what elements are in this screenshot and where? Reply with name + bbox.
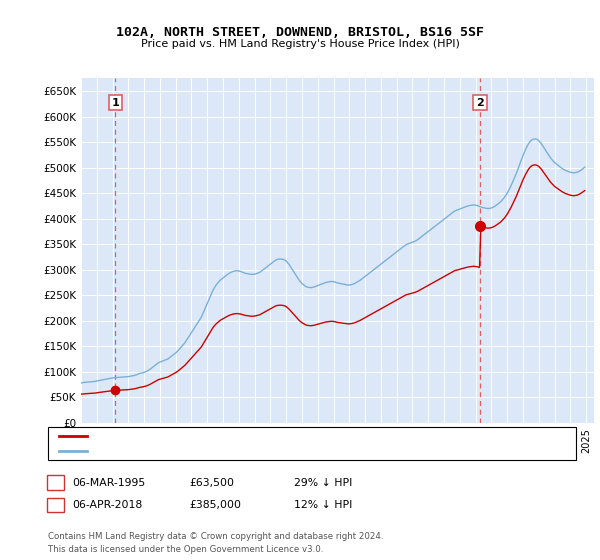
Text: HPI: Average price, detached house, South Gloucestershire: HPI: Average price, detached house, Sout… xyxy=(90,446,385,456)
Text: 102A, NORTH STREET, DOWNEND, BRISTOL, BS16 5SF: 102A, NORTH STREET, DOWNEND, BRISTOL, BS… xyxy=(116,26,484,39)
Text: 2: 2 xyxy=(476,97,484,108)
Text: 12% ↓ HPI: 12% ↓ HPI xyxy=(294,500,352,510)
Text: 06-MAR-1995: 06-MAR-1995 xyxy=(72,478,145,488)
Text: 2: 2 xyxy=(52,500,59,510)
Text: 1: 1 xyxy=(52,478,59,488)
Text: £385,000: £385,000 xyxy=(189,500,241,510)
Text: Price paid vs. HM Land Registry's House Price Index (HPI): Price paid vs. HM Land Registry's House … xyxy=(140,39,460,49)
Text: £63,500: £63,500 xyxy=(189,478,234,488)
Text: 1: 1 xyxy=(112,97,119,108)
Text: Contains HM Land Registry data © Crown copyright and database right 2024.
This d: Contains HM Land Registry data © Crown c… xyxy=(48,533,383,554)
Text: 102A, NORTH STREET, DOWNEND, BRISTOL, BS16 5SF (detached house): 102A, NORTH STREET, DOWNEND, BRISTOL, BS… xyxy=(90,431,451,441)
Text: 06-APR-2018: 06-APR-2018 xyxy=(72,500,142,510)
Text: 29% ↓ HPI: 29% ↓ HPI xyxy=(294,478,352,488)
